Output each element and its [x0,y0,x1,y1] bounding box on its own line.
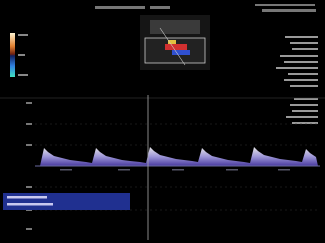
measurement-box [3,193,130,210]
b-mode-image [140,15,210,70]
color-scale [10,33,15,77]
ultrasound-screen [0,0,325,243]
page [0,0,325,243]
